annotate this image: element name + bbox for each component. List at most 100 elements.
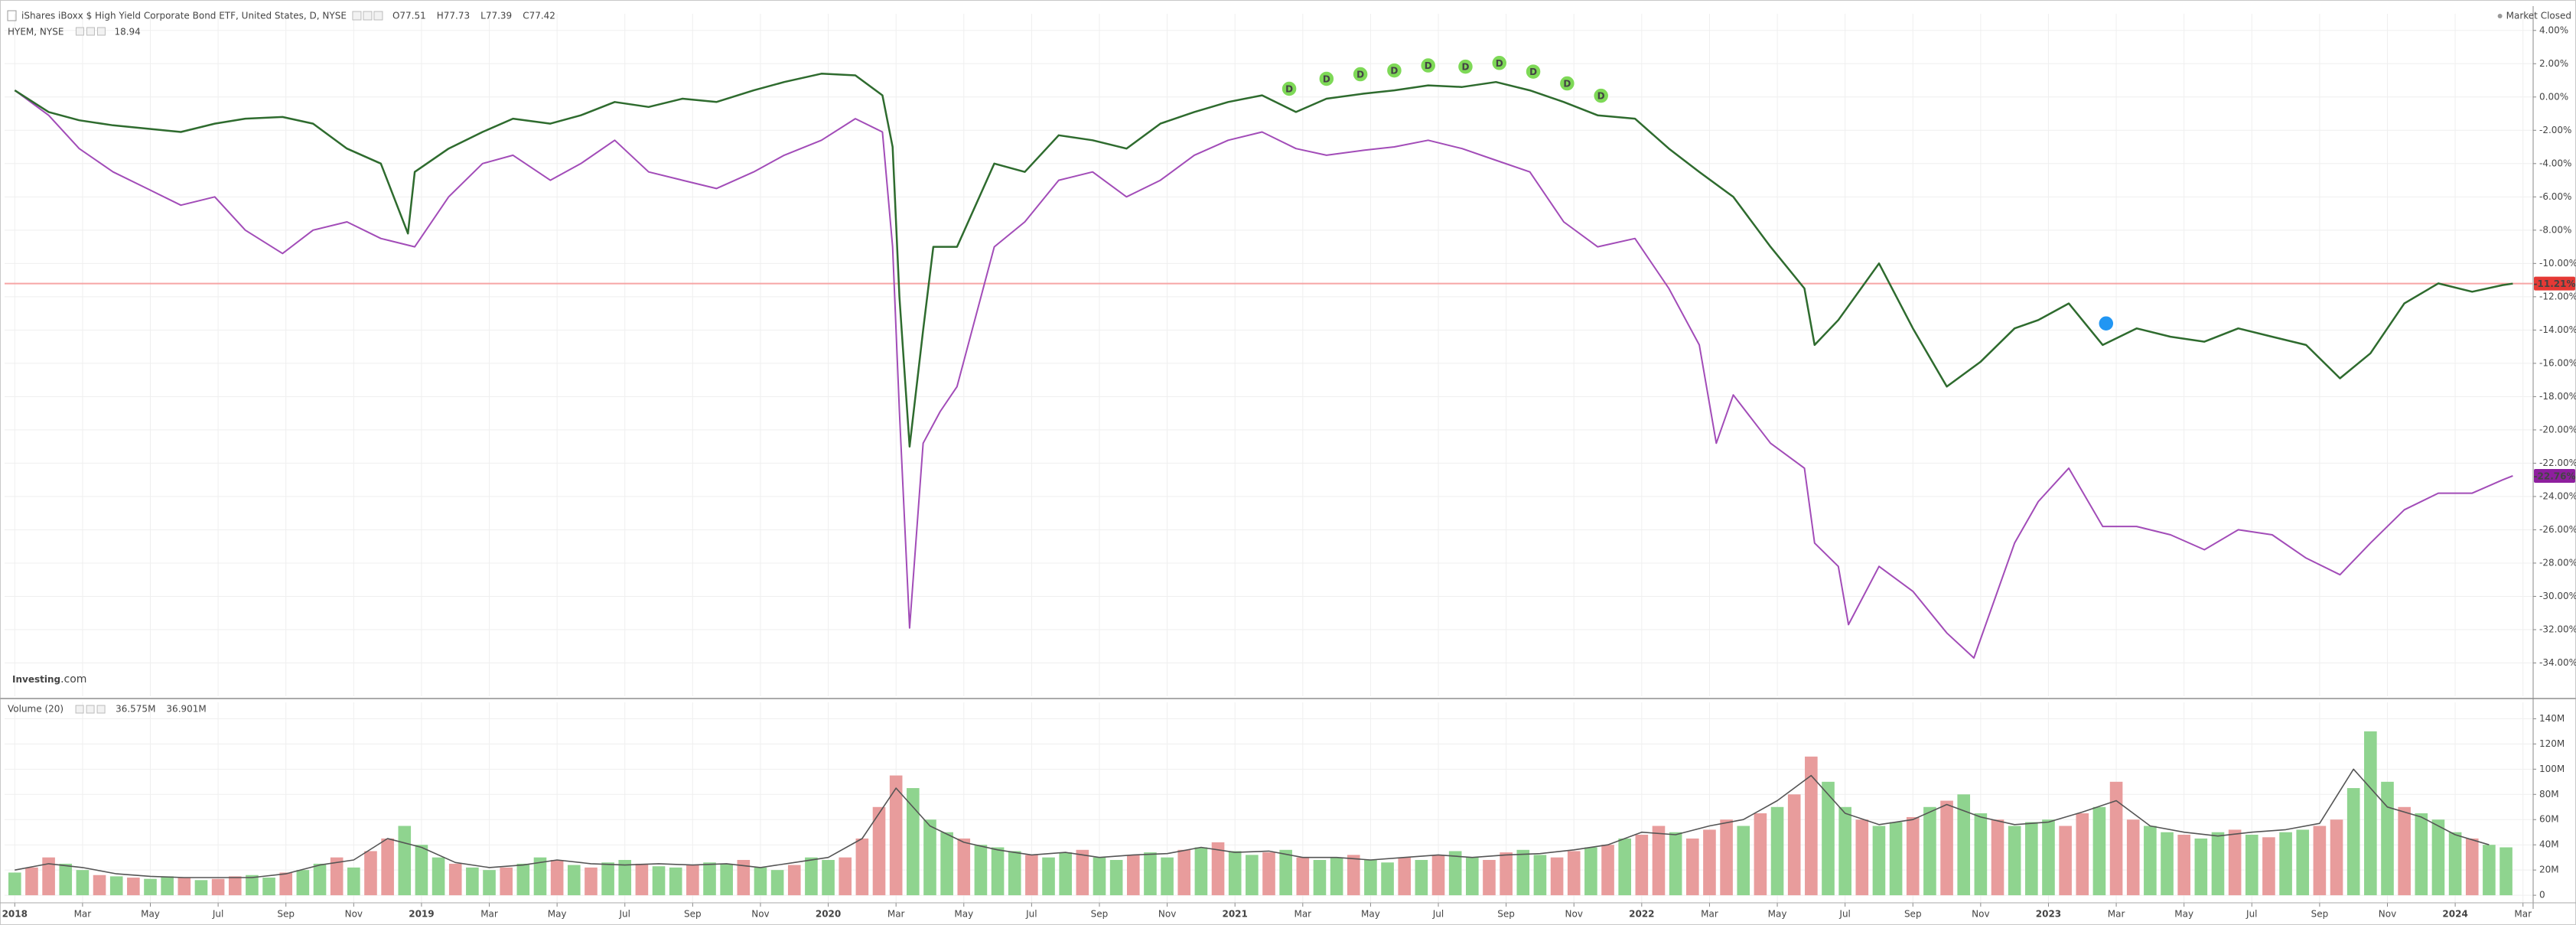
- volume-bar: [703, 862, 716, 896]
- volume-bar: [1500, 852, 1513, 896]
- volume-bar: [1448, 851, 1462, 896]
- logo-main: Investing: [12, 674, 60, 685]
- event-marker-label: D: [1529, 67, 1537, 77]
- volume-bar: [177, 878, 191, 896]
- event-marker: D: [1352, 66, 1369, 83]
- volume-bar: [144, 878, 157, 896]
- volume-bar: [2415, 813, 2428, 896]
- volume-bar: [1685, 838, 1699, 896]
- x-tick-label: Sep: [684, 909, 702, 920]
- volume-bar: [2245, 835, 2258, 896]
- x-tick-label: May: [954, 909, 973, 920]
- volume-bar: [1550, 857, 1564, 896]
- volume-bar: [2059, 826, 2072, 896]
- volume-bar: [2109, 781, 2123, 896]
- header-button: [75, 705, 84, 714]
- legend-value: 18.94: [114, 27, 140, 37]
- volume-bar: [1076, 849, 1089, 896]
- volume-bar: [1415, 859, 1428, 896]
- y-tick-label: 0.00%: [2539, 91, 2568, 102]
- volume-bar: [1228, 851, 1242, 896]
- volume-bar: [1838, 806, 1851, 896]
- volume-bar: [1669, 832, 1682, 896]
- x-tick-label: Jul: [1432, 909, 1444, 920]
- volume-bar: [770, 870, 784, 896]
- volume-bar: [262, 878, 275, 896]
- volume-bar: [2042, 819, 2055, 896]
- volume-bar: [2177, 835, 2190, 896]
- event-marker-label: D: [1597, 91, 1605, 102]
- volume-bar: [2313, 826, 2327, 896]
- event-marker-label: D: [1461, 62, 1469, 73]
- volume-bar: [127, 878, 140, 896]
- volume-bar: [1923, 806, 1936, 896]
- volume-bar: [1770, 806, 1784, 896]
- volume-bar: [194, 880, 208, 896]
- volume-bar: [1720, 819, 1733, 896]
- volume-bar: [669, 867, 682, 896]
- volume-bar: [737, 859, 751, 896]
- volume-bar: [1161, 857, 1174, 896]
- volume-bar: [2228, 829, 2242, 896]
- event-marker: D: [1558, 75, 1576, 92]
- ohlc-value: H77.73: [437, 11, 470, 21]
- event-marker-circle: [1457, 58, 1474, 75]
- last-value-label: -11.21%: [2534, 278, 2576, 289]
- volume-bar: [1042, 857, 1055, 896]
- volume-bar: [787, 865, 801, 896]
- volume-bar: [991, 847, 1005, 896]
- x-tick-label: May: [548, 909, 567, 920]
- volume-bar: [347, 867, 360, 896]
- volume-bar: [42, 857, 55, 896]
- x-tick-label: May: [141, 909, 160, 920]
- volume-bar: [246, 875, 259, 896]
- event-marker: D: [1491, 54, 1508, 72]
- x-tick-label: Mar: [887, 909, 905, 920]
- volume-bar: [889, 775, 903, 896]
- event-marker-label: D: [1390, 66, 1398, 77]
- volume-bar: [1483, 859, 1496, 896]
- x-tick-label: Jul: [212, 909, 223, 920]
- x-tick-label: Nov: [1972, 909, 1989, 920]
- volume-bar: [466, 867, 479, 896]
- volume-bar: [585, 867, 598, 896]
- volume-bar: [1008, 851, 1021, 896]
- volume-bar: [1635, 835, 1649, 896]
- volume-bar: [1889, 822, 1903, 896]
- volume-bar: [59, 863, 73, 896]
- event-marker-circle: [2098, 315, 2115, 332]
- volume-bar: [2025, 822, 2038, 896]
- y-tick-label: -2.00%: [2539, 125, 2571, 135]
- event-marker: D: [1419, 57, 1437, 74]
- y-tick-label: -22.00%: [2539, 458, 2576, 468]
- volume-bar: [2262, 837, 2275, 896]
- volume-bar: [1737, 826, 1750, 896]
- event-marker: D: [1457, 58, 1474, 75]
- volume-bar: [1787, 794, 1801, 896]
- volume-bar: [2092, 806, 2106, 896]
- x-tick-label: Nov: [345, 909, 363, 920]
- y-tick-label: -18.00%: [2539, 391, 2576, 402]
- volume-bar: [1533, 855, 1547, 896]
- volume-bar: [601, 862, 614, 896]
- y-tick-label: 140M: [2539, 713, 2565, 724]
- volume-bar: [855, 838, 869, 896]
- volume-bar: [957, 838, 971, 896]
- volume-bar: [313, 863, 327, 896]
- x-tick-label: Nov: [2379, 909, 2396, 920]
- volume-bar: [1381, 862, 1394, 896]
- y-tick-label: -32.00%: [2539, 624, 2576, 634]
- volume-bar: [1703, 829, 1716, 896]
- event-marker-circle: [1281, 80, 1298, 97]
- volume-bar: [279, 872, 293, 896]
- volume-bar: [211, 878, 225, 896]
- volume-bar: [805, 857, 818, 896]
- last-value-box: [2534, 468, 2575, 483]
- volume-bar: [1194, 847, 1208, 896]
- event-marker: D: [1281, 80, 1298, 97]
- y-tick-label: -26.00%: [2539, 524, 2576, 535]
- event-marker-label: D: [1285, 84, 1293, 95]
- volume-bar: [1246, 855, 1259, 896]
- status-dot: [2497, 14, 2503, 18]
